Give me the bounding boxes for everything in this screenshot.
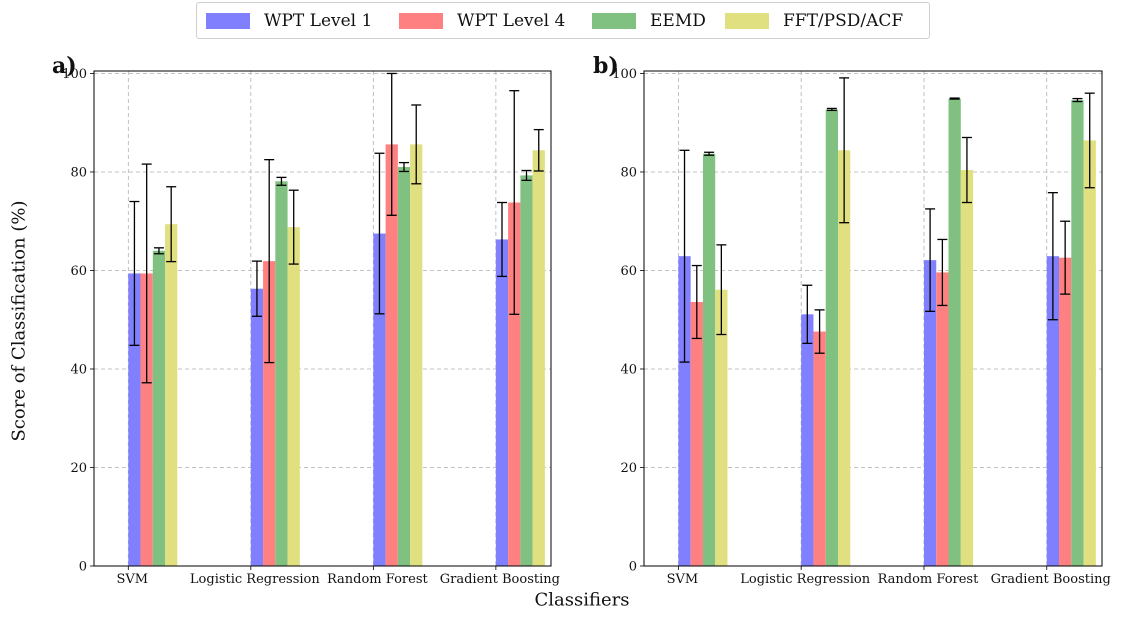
y-tick-label: 40 [620,362,637,377]
bar [508,202,521,567]
bar [385,144,398,566]
y-tick-label: 100 [62,67,87,82]
x-tick-label: Gradient Boosting [991,572,1111,587]
x-tick-label: Gradient Boosting [440,572,560,587]
bar [960,170,974,566]
bar [495,239,509,566]
bar [250,288,264,566]
legend-swatch [592,13,636,29]
bar [152,250,166,566]
bar [838,150,851,566]
panel-label-a: a) [52,53,77,79]
x-tick-label: SVM [117,572,149,587]
bar [397,167,411,566]
bar [520,175,533,566]
bar [801,314,814,566]
bar [287,227,300,566]
y-tick-label: 0 [629,560,637,575]
bar [813,331,826,566]
legend-label: WPT Level 4 [457,11,566,31]
x-axis-label: Classifiers [534,589,630,611]
bar [1046,256,1060,566]
bar [410,144,423,566]
bar [702,153,716,566]
bar [923,260,937,566]
bar [678,256,691,566]
y-tick-label: 40 [70,362,87,377]
legend: WPT Level 1 WPT Level 4 EEMD FFT/PSD/ACF [196,2,930,39]
legend-swatch [399,13,443,29]
bar [936,272,949,566]
y-tick-label: 100 [612,67,637,82]
bar [263,261,276,566]
legend-item-wpt-level-1: WPT Level 1 [206,11,372,31]
legend-item-fft-psd-acf: FFT/PSD/ACF [725,11,903,31]
legend-label: WPT Level 1 [264,11,373,31]
bar [1071,100,1084,567]
plot-frame [643,70,1103,567]
x-tick-label: Logistic Regression [190,572,320,587]
bar [165,224,178,566]
bar [690,302,703,566]
bar [825,109,839,566]
y-tick-label: 60 [70,264,87,279]
y-tick-label: 20 [70,461,87,476]
bar [948,98,961,566]
bar [373,233,386,567]
y-tick-label: 60 [620,264,637,279]
bar [532,150,545,566]
legend-item-wpt-level-4: WPT Level 4 [399,11,565,31]
x-tick-label: Random Forest [327,572,429,587]
legend-label: EEMD [650,11,706,31]
y-tick-label: 0 [79,560,87,575]
legend-item-eemd: EEMD [592,11,706,31]
legend-swatch [206,13,250,29]
legend-swatch [725,13,769,29]
bar [140,273,153,566]
bar [1083,140,1096,566]
panel-label-b: b) [593,53,619,79]
plot-frame [93,70,552,567]
y-tick-label: 80 [70,165,87,180]
y-tick-label: 20 [620,461,637,476]
legend-label: FFT/PSD/ACF [783,11,904,31]
bar [128,273,141,566]
y-tick-label: 80 [620,165,637,180]
x-tick-label: Random Forest [878,572,980,587]
bar [275,181,288,566]
bar [715,289,728,566]
bar [1059,257,1072,566]
x-tick-label: SVM [667,572,699,587]
x-tick-label: Logistic Regression [740,572,870,587]
